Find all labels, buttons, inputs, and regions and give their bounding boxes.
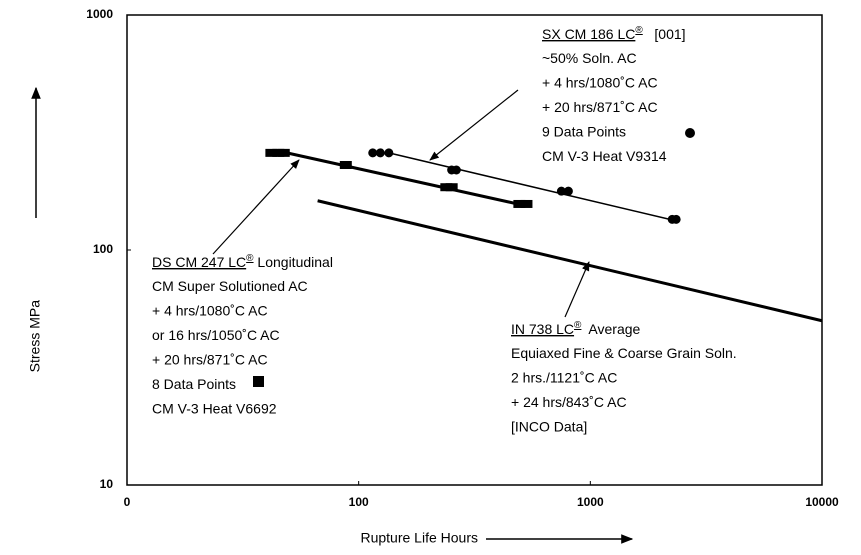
annotation-suffix: Average	[581, 321, 640, 337]
annotation-suffix: Longitudinal	[254, 254, 333, 270]
trend-line	[388, 152, 677, 222]
y-tick-label: 100	[93, 242, 113, 256]
annotation-heading: SX CM 186 LC® [001]	[542, 25, 686, 42]
data-point	[265, 148, 278, 157]
annotation-suffix: [001]	[643, 26, 686, 42]
data-point	[368, 148, 378, 158]
legend-circle	[685, 128, 695, 138]
annotation-sup: ®	[574, 320, 582, 331]
annotation-heading: IN 738 LC® Average	[511, 320, 641, 337]
x-tick-label: 0	[124, 495, 131, 509]
annotation-arrow	[564, 261, 590, 318]
annotation-line: CM Super Solutioned AC	[152, 278, 308, 294]
trend-line	[317, 199, 823, 323]
annotation-line: [INCO Data]	[511, 419, 587, 435]
annotation-line: 9 Data Points	[542, 124, 626, 140]
data-point	[671, 214, 681, 224]
annotation-line: + 4 hrs/1080˚C AC	[542, 75, 658, 91]
y-axis-label: Stress MPa	[27, 300, 43, 373]
annotation-line: Equiaxed Fine & Coarse Grain Soln.	[511, 345, 737, 361]
data-point	[445, 183, 458, 192]
annotation-sup: ®	[635, 25, 643, 36]
annotation-line: + 4 hrs/1080˚C AC	[152, 303, 268, 319]
annotation-heading-text: IN 738 LC	[511, 321, 574, 337]
annotation-arrow	[429, 89, 519, 161]
annotation-line: 8 Data Points	[152, 376, 236, 392]
data-point	[277, 148, 290, 157]
annotation-line: + 20 hrs/871˚C AC	[542, 99, 658, 115]
legend-square	[253, 376, 264, 387]
annotation-line: 2 hrs./1121˚C AC	[511, 370, 617, 386]
x-tick-label: 1000	[577, 495, 604, 509]
data-point	[513, 199, 526, 208]
annotation-heading: DS CM 247 LC® Longitudinal	[152, 253, 333, 270]
x-axis-label: Rupture Life Hours	[360, 530, 478, 546]
data-point	[451, 165, 461, 175]
data-point	[339, 160, 352, 169]
data-point	[384, 148, 394, 158]
trend-line	[286, 151, 527, 208]
y-tick-label: 10	[100, 477, 114, 491]
annotation-sup: ®	[246, 253, 254, 264]
data-point	[556, 186, 566, 196]
annotation-line: + 24 hrs/843˚C AC	[511, 394, 627, 410]
annotation-line: ~50% Soln. AC	[542, 50, 637, 66]
y-tick-label: 1000	[86, 7, 113, 21]
annotation-line: or 16 hrs/1050˚C AC	[152, 327, 280, 343]
annotation-line: CM V-3 Heat V6692	[152, 401, 277, 417]
x-tick-label: 10000	[805, 495, 839, 509]
annotation-heading-text: SX CM 186 LC	[542, 26, 635, 42]
annotation-line: CM V-3 Heat V9314	[542, 148, 667, 164]
annotation-arrow	[212, 159, 300, 255]
x-tick-label: 100	[349, 495, 369, 509]
data-point	[375, 148, 385, 158]
annotation-heading-text: DS CM 247 LC	[152, 254, 246, 270]
data-point	[563, 186, 573, 196]
data-point	[520, 199, 533, 208]
annotation-line: + 20 hrs/871˚C AC	[152, 352, 268, 368]
